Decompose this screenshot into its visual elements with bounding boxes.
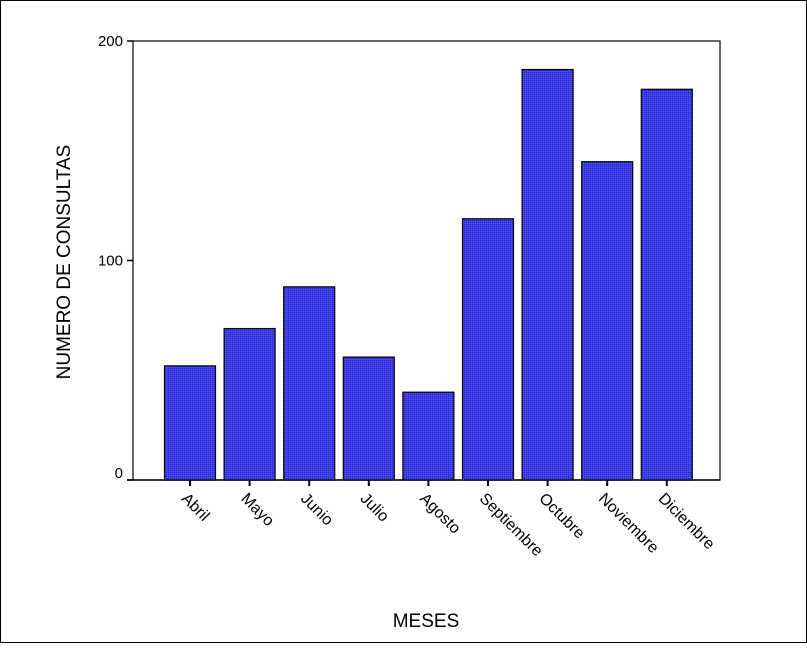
- bar-abril: [163, 365, 217, 481]
- bars-group: [163, 68, 693, 481]
- x-axis: [189, 480, 668, 486]
- y-tick-label: 0: [115, 465, 123, 482]
- y-axis-title: NUMERO DE CONSULTAS: [54, 145, 75, 380]
- bar-octubre: [521, 68, 574, 481]
- bar-septiembre: [461, 218, 515, 481]
- bar-agosto: [402, 391, 455, 481]
- bar-junio: [283, 286, 336, 481]
- bar-diciembre: [640, 88, 693, 481]
- y-tick-label: 200: [98, 33, 123, 50]
- y-tick-label: 100: [98, 253, 123, 270]
- bar-noviembre: [581, 161, 634, 481]
- x-axis-title: MESES: [393, 611, 460, 632]
- bar-julio: [342, 356, 395, 481]
- bar-mayo: [223, 327, 276, 481]
